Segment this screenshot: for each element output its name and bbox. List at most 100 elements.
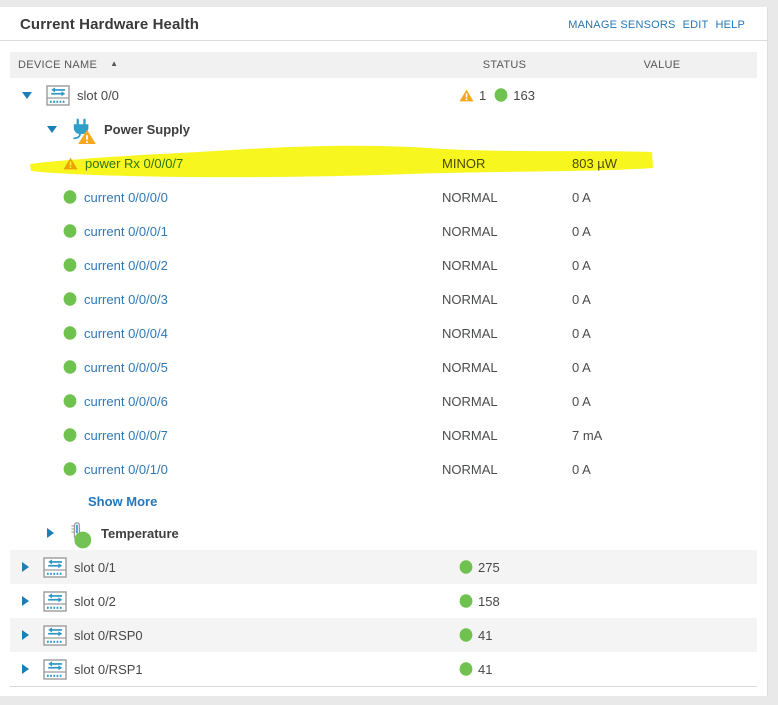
device-name-cell: power Rx 0/0/0/7 bbox=[10, 156, 442, 171]
device-name-cell: slot 0/2 bbox=[10, 590, 442, 612]
device-name-cell: current 0/0/0/2 bbox=[10, 258, 442, 273]
device-name-label[interactable]: current 0/0/0/5 bbox=[84, 359, 168, 375]
badge-count: 275 bbox=[478, 559, 500, 575]
device-name-label[interactable]: slot 0/2 bbox=[74, 593, 116, 609]
help-link[interactable]: HELP bbox=[715, 19, 745, 31]
tree-row-current-0-0-0-2[interactable]: current 0/0/0/2 NORMAL 0 A bbox=[10, 248, 757, 282]
device-name-label[interactable]: slot 0/RSP1 bbox=[74, 661, 143, 677]
column-header-value[interactable]: VALUE bbox=[643, 59, 681, 71]
tree-row-slot-0-0[interactable]: slot 0/0 1 163 bbox=[10, 78, 757, 112]
device-name-label[interactable]: slot 0/1 bbox=[74, 559, 116, 575]
device-name-label[interactable]: power Rx 0/0/0/7 bbox=[85, 155, 184, 171]
status-cell: 41 bbox=[442, 628, 567, 643]
column-header-status[interactable]: STATUS bbox=[482, 59, 527, 71]
ok-icon bbox=[63, 360, 77, 374]
hardware-tree-table: DEVICE NAME ▲ STATUS VALUE slot 0/0 1 163 P… bbox=[10, 52, 757, 687]
device-name-cell: slot 0/0 bbox=[10, 84, 442, 106]
device-name-cell: slot 0/RSP1 bbox=[10, 658, 442, 680]
expand-caret-icon[interactable] bbox=[22, 664, 29, 674]
tree-row-current-0-0-0-0[interactable]: current 0/0/0/0 NORMAL 0 A bbox=[10, 180, 757, 214]
device-name-label[interactable]: slot 0/0 bbox=[77, 87, 119, 103]
slot-icon bbox=[43, 590, 67, 612]
device-name-cell: current 0/0/1/0 bbox=[10, 462, 442, 477]
tree-row-current-0-0-0-4[interactable]: current 0/0/0/4 NORMAL 0 A bbox=[10, 316, 757, 350]
device-name-label[interactable]: current 0/0/1/0 bbox=[84, 461, 168, 477]
value-cell: 0 A bbox=[572, 461, 591, 477]
green-dot-icon bbox=[459, 560, 473, 574]
status-badges: 275 bbox=[442, 560, 508, 575]
show-more-row[interactable]: Show More bbox=[10, 486, 757, 516]
tree-row-current-0-0-0-1[interactable]: current 0/0/0/1 NORMAL 0 A bbox=[10, 214, 757, 248]
tree-row-current-0-0-0-3[interactable]: current 0/0/0/3 NORMAL 0 A bbox=[10, 282, 757, 316]
device-name-label[interactable]: current 0/0/0/7 bbox=[84, 427, 168, 443]
ok-count-badge: 41 bbox=[459, 628, 492, 643]
table-body: slot 0/0 1 163 Power Supply power Rx 0/0/0/7… bbox=[10, 78, 757, 687]
ok-icon bbox=[63, 462, 77, 476]
device-name-label[interactable]: slot 0/RSP0 bbox=[74, 627, 143, 643]
edit-link[interactable]: EDIT bbox=[682, 19, 709, 31]
status-badges: 1 163 bbox=[442, 88, 543, 103]
tree-row-slot-0-rsp0[interactable]: slot 0/RSP0 41 bbox=[10, 618, 757, 652]
status-cell: NORMAL bbox=[442, 189, 498, 205]
expand-caret-icon[interactable] bbox=[22, 630, 29, 640]
device-name-header-label: DEVICE NAME bbox=[18, 59, 98, 71]
tree-row-current-0-0-0-5[interactable]: current 0/0/0/5 NORMAL 0 A bbox=[10, 350, 757, 384]
value-cell: 803 µW bbox=[572, 155, 618, 171]
value-cell: 0 A bbox=[572, 325, 591, 341]
ok-icon bbox=[63, 224, 77, 238]
status-cell: MINOR bbox=[442, 155, 486, 171]
device-name-cell: current 0/0/0/6 bbox=[10, 394, 442, 409]
badge-count: 41 bbox=[478, 661, 493, 677]
device-name-cell: current 0/0/0/3 bbox=[10, 292, 442, 307]
tree-row-current-0-0-0-7[interactable]: current 0/0/0/7 NORMAL 7 mA bbox=[10, 418, 757, 452]
device-name-label[interactable]: current 0/0/0/3 bbox=[84, 291, 168, 307]
device-name-label[interactable]: current 0/0/0/1 bbox=[84, 223, 168, 239]
device-name-label[interactable]: Temperature bbox=[101, 525, 179, 541]
device-name-label[interactable]: current 0/0/0/0 bbox=[84, 189, 168, 205]
tree-row-slot-0-1[interactable]: slot 0/1 275 bbox=[10, 550, 757, 584]
status-cell: 41 bbox=[442, 662, 567, 677]
tree-row-slot-0-2[interactable]: slot 0/2 158 bbox=[10, 584, 757, 618]
device-name-label[interactable]: Power Supply bbox=[104, 121, 190, 137]
tree-row-current-0-0-1-0[interactable]: current 0/0/1/0 NORMAL 0 A bbox=[10, 452, 757, 486]
manage-sensors-link[interactable]: MANAGE SENSORS bbox=[568, 19, 676, 31]
expand-caret-icon[interactable] bbox=[47, 528, 54, 538]
tree-row-power-supply[interactable]: Power Supply bbox=[10, 112, 757, 146]
status-cell: NORMAL bbox=[442, 359, 498, 375]
power-supply-warning-icon bbox=[69, 118, 96, 145]
page-title: Current Hardware Health bbox=[20, 16, 200, 33]
badge-count: 41 bbox=[478, 627, 493, 643]
table-header-row: DEVICE NAME ▲ STATUS VALUE bbox=[10, 52, 757, 78]
device-name-cell: current 0/0/0/0 bbox=[10, 190, 442, 205]
green-dot-icon bbox=[459, 628, 473, 642]
green-dot-icon bbox=[459, 594, 473, 608]
warning-triangle-icon bbox=[459, 89, 474, 102]
collapse-caret-icon[interactable] bbox=[47, 125, 57, 133]
badge-count: 163 bbox=[513, 87, 535, 103]
tree-row-temperature[interactable]: Temperature bbox=[10, 516, 757, 550]
device-name-cell: Show More bbox=[10, 494, 442, 509]
collapse-caret-icon[interactable] bbox=[22, 91, 32, 99]
device-name-label[interactable]: current 0/0/0/6 bbox=[84, 393, 168, 409]
device-name-label[interactable]: current 0/0/0/4 bbox=[84, 325, 168, 341]
status-cell: 1 163 bbox=[442, 88, 567, 103]
column-header-device-name[interactable]: DEVICE NAME ▲ bbox=[10, 58, 442, 72]
status-cell: 158 bbox=[442, 594, 567, 609]
tree-row-slot-0-rsp1[interactable]: slot 0/RSP1 41 bbox=[10, 652, 757, 686]
device-name-cell: current 0/0/0/4 bbox=[10, 326, 442, 341]
expand-caret-icon[interactable] bbox=[22, 562, 29, 572]
value-cell: 7 mA bbox=[572, 427, 603, 443]
warning-count-badge: 1 bbox=[459, 88, 486, 103]
sort-ascending-icon[interactable]: ▲ bbox=[110, 58, 119, 68]
show-more-link[interactable]: Show More bbox=[88, 493, 158, 509]
tree-row-power-rx-0-0-0-7[interactable]: power Rx 0/0/0/7 MINOR 803 µW bbox=[10, 146, 757, 180]
status-badges: 41 bbox=[442, 628, 500, 643]
ok-icon bbox=[63, 292, 77, 306]
device-name-label[interactable]: current 0/0/0/2 bbox=[84, 257, 168, 273]
device-name-cell: current 0/0/0/1 bbox=[10, 224, 442, 239]
expand-caret-icon[interactable] bbox=[22, 596, 29, 606]
status-badges: 158 bbox=[442, 594, 508, 609]
tree-row-current-0-0-0-6[interactable]: current 0/0/0/6 NORMAL 0 A bbox=[10, 384, 757, 418]
device-name-cell: current 0/0/0/5 bbox=[10, 360, 442, 375]
value-cell: 0 A bbox=[572, 223, 591, 239]
